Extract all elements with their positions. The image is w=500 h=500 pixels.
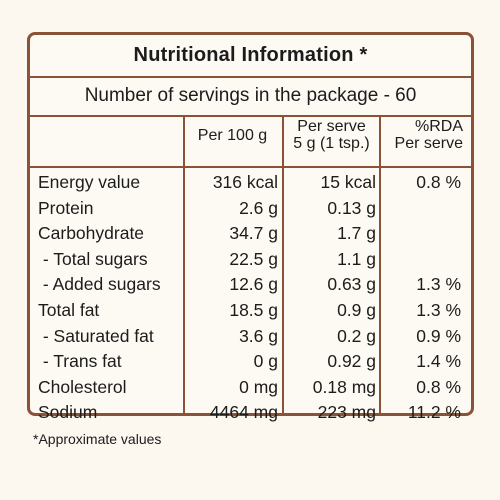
- per-100g-value: 34.7 g: [229, 223, 278, 244]
- header-rda-line2: Per serve: [394, 135, 463, 152]
- header-divider: [30, 166, 471, 168]
- rda-value: 1.4 %: [416, 351, 461, 372]
- per-serve-value: 0.18 mg: [312, 376, 376, 397]
- header-per-serve-line1: Per serve: [297, 118, 366, 135]
- per-serve-value: 15 kcal: [320, 172, 376, 192]
- servings-line: Number of servings in the package - 60: [30, 76, 471, 117]
- per-serve-value: 0.2 g: [337, 325, 376, 346]
- row-label: - Total sugars: [38, 248, 148, 269]
- per-serve-value: 0.92 g: [327, 351, 376, 372]
- rda-value: [375, 195, 461, 221]
- rda-value: 0.8 %: [416, 172, 461, 192]
- nutrition-table: Nutritional Information * Number of serv…: [27, 32, 474, 422]
- header-per-100g: Per 100 g: [197, 127, 268, 144]
- row-label: - Saturated fat: [38, 325, 154, 346]
- rda-value: 11.2 %: [407, 402, 461, 423]
- row-label: - Added sugars: [38, 274, 161, 295]
- per-serve-value: 0.9 g: [337, 300, 376, 320]
- row-label: Carbohydrate: [38, 223, 145, 244]
- per-100g-value: 22.5 g: [229, 248, 278, 269]
- rda-value: 0.9 %: [416, 325, 461, 346]
- footnote: *Approximate values: [33, 431, 162, 447]
- per-serve-value: 0.63 g: [327, 274, 376, 295]
- row-label: Protein: [38, 197, 94, 218]
- rda-value: [375, 220, 461, 246]
- per-100g-value: 2.6 g: [239, 197, 278, 218]
- column-divider: [379, 115, 381, 413]
- per-100g-value: 3.6 g: [239, 325, 278, 346]
- rda-value: 1.3 %: [416, 300, 461, 320]
- row-label: - Trans fat: [38, 351, 122, 372]
- per-100g-value: 316 kcal: [212, 172, 278, 192]
- table-title: Nutritional Information *: [30, 35, 471, 78]
- per-100g-value: 0 mg: [239, 376, 278, 397]
- header-per-serve: Per serve 5 g (1 tsp.): [284, 118, 379, 168]
- per-100g-value: 18.5 g: [229, 300, 278, 320]
- header-rda: %RDA Per serve: [381, 118, 463, 168]
- per-serve-value: 1.7 g: [337, 223, 376, 244]
- per-100g-value: 4464 mg: [209, 402, 278, 423]
- per-100g-value: 12.6 g: [229, 274, 278, 295]
- row-label: Cholesterol: [38, 376, 127, 397]
- rda-value: [375, 246, 461, 272]
- per-serve-value: 223 mg: [317, 402, 376, 423]
- rda-value: 1.3 %: [416, 274, 461, 295]
- column-divider: [183, 115, 185, 413]
- header-rda-line1: %RDA: [414, 118, 463, 135]
- row-label: Total fat: [38, 300, 100, 320]
- column-divider: [282, 115, 284, 413]
- row-label: Sodium: [38, 402, 98, 423]
- per-serve-value: 0.13 g: [327, 197, 376, 218]
- rda-value: 0.8 %: [416, 376, 461, 397]
- header-per-serve-line2: 5 g (1 tsp.): [293, 135, 370, 152]
- per-serve-value: 1.1 g: [337, 248, 376, 269]
- row-label: Energy value: [38, 172, 141, 192]
- per-100g-value: 0 g: [253, 351, 278, 372]
